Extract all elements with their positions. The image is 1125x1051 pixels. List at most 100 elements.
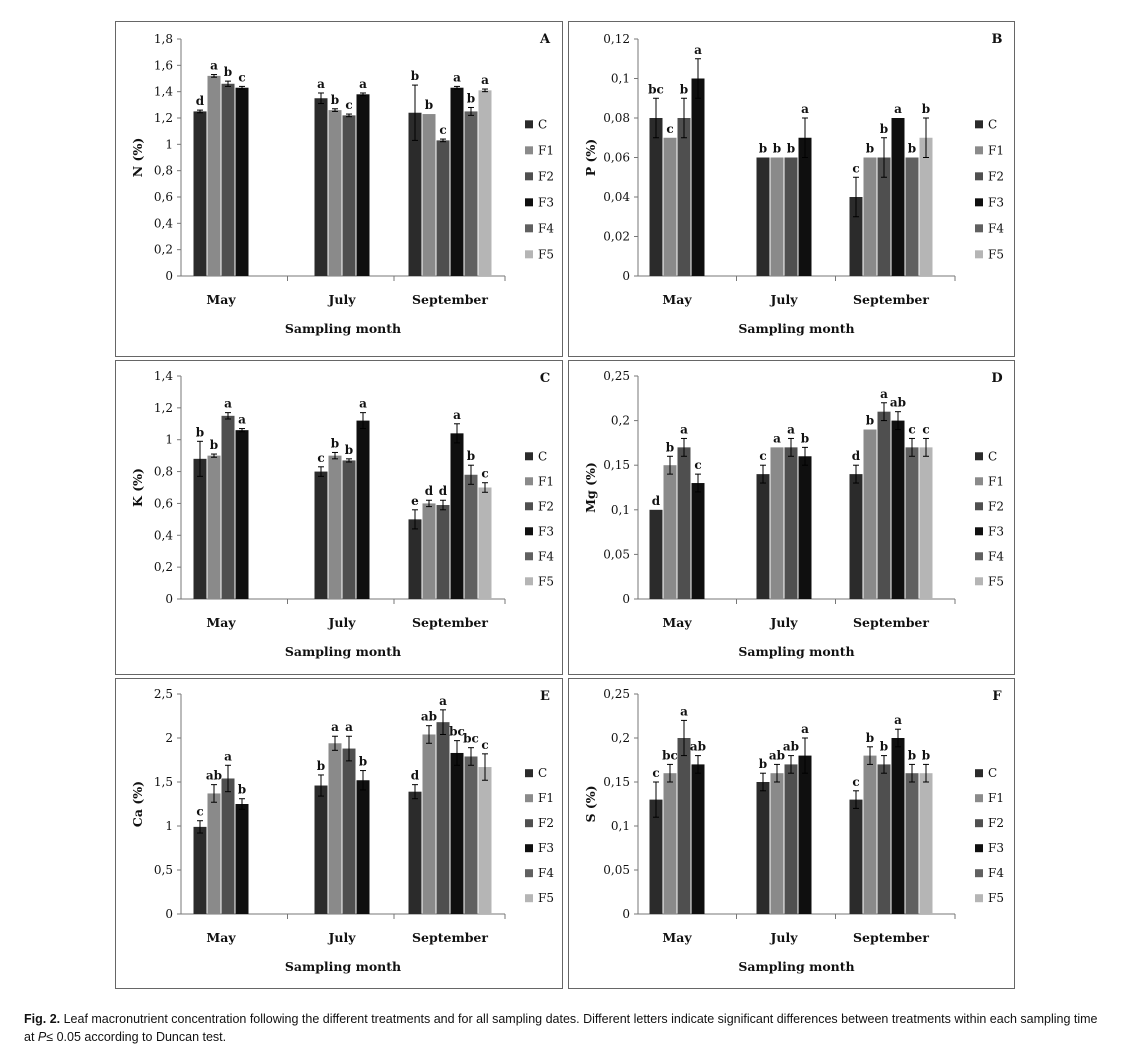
- legend-swatch-f4: [525, 224, 533, 233]
- legend-swatch-f3: [975, 527, 983, 536]
- y-tick-label: 0,06: [603, 151, 630, 165]
- y-tick-label: 0,08: [603, 111, 630, 125]
- significance-letter: b: [866, 731, 874, 745]
- legend-swatch-f3: [525, 844, 533, 853]
- y-tick-label: 0,6: [154, 496, 173, 510]
- y-tick-label: 1,8: [154, 32, 173, 46]
- x-tick-label: September: [412, 930, 488, 945]
- x-tick-label: July: [769, 292, 798, 307]
- significance-letter: c: [238, 70, 245, 84]
- bar-f5: [919, 773, 933, 914]
- significance-letter: b: [759, 757, 767, 771]
- bar-f1: [328, 110, 342, 276]
- legend-label-f2: F2: [538, 169, 554, 183]
- x-tick-label: July: [327, 615, 356, 630]
- legend-swatch-f5: [525, 577, 533, 586]
- significance-letter: d: [652, 494, 661, 508]
- y-tick-label: 2: [165, 731, 173, 745]
- y-tick-label: 1: [165, 137, 173, 151]
- significance-letter: ab: [690, 740, 706, 754]
- bar-f3: [798, 137, 812, 276]
- legend-swatch-f1: [975, 477, 983, 486]
- significance-letter: a: [894, 713, 902, 727]
- legend-label-f3: F3: [988, 195, 1004, 209]
- legend-label-f1: F1: [538, 474, 554, 488]
- bar-f3: [235, 804, 249, 914]
- y-tick-label: 0: [165, 269, 173, 283]
- y-axis-title: P (%): [583, 139, 598, 176]
- significance-letter: c: [481, 738, 488, 752]
- legend-label-c: C: [988, 117, 997, 131]
- bar-f5: [478, 487, 492, 599]
- significance-letter: b: [467, 91, 475, 105]
- significance-letter: a: [773, 431, 781, 445]
- y-tick-label: 1: [165, 433, 173, 447]
- bar-c: [849, 474, 863, 599]
- panel-letter: A: [539, 32, 551, 47]
- significance-letter: b: [210, 438, 218, 452]
- legend-label-f4: F4: [988, 866, 1004, 880]
- bar-f5: [919, 137, 933, 276]
- significance-letter: a: [453, 408, 461, 422]
- bar-f2: [342, 748, 356, 914]
- x-tick-label: May: [206, 292, 236, 307]
- y-tick-label: 0: [165, 592, 173, 606]
- y-tick-label: 0,1: [611, 72, 630, 86]
- bar-f3: [891, 738, 905, 914]
- bar-f3: [450, 433, 464, 599]
- legend-label-f3: F3: [988, 524, 1004, 538]
- significance-letter: b: [467, 449, 475, 463]
- bar-c: [756, 782, 770, 914]
- bar-f2: [221, 415, 235, 599]
- significance-letter: a: [680, 704, 688, 718]
- legend-swatch-c: [975, 120, 983, 129]
- significance-letter: b: [787, 142, 795, 156]
- legend-label-f3: F3: [538, 524, 554, 538]
- bar-f4: [464, 756, 478, 914]
- significance-letter: d: [411, 769, 420, 783]
- bar-f4: [905, 157, 919, 276]
- significance-letter: a: [345, 720, 353, 734]
- bar-f1: [863, 157, 877, 276]
- bar-c: [193, 458, 207, 599]
- legend-swatch-f5: [975, 894, 983, 903]
- bar-f2: [436, 722, 450, 914]
- x-tick-label: July: [327, 930, 356, 945]
- significance-letter: b: [866, 414, 874, 428]
- bar-f3: [691, 764, 705, 914]
- bar-f1: [663, 465, 677, 599]
- y-tick-label: 0: [622, 907, 630, 921]
- significance-letter: b: [359, 755, 367, 769]
- x-tick-label: September: [853, 292, 929, 307]
- significance-letter: b: [666, 440, 674, 454]
- bar-f2: [677, 118, 691, 276]
- significance-letter: a: [801, 102, 809, 116]
- legend-label-c: C: [988, 449, 997, 463]
- bar-f5: [919, 447, 933, 599]
- significance-letter: ab: [421, 710, 437, 724]
- bar-f3: [356, 780, 370, 914]
- bar-f3: [450, 87, 464, 276]
- significance-letter: bc: [449, 725, 465, 739]
- y-tick-label: 2,5: [154, 687, 173, 701]
- bar-f3: [891, 420, 905, 599]
- legend-label-f3: F3: [538, 841, 554, 855]
- y-tick-label: 0,8: [154, 465, 173, 479]
- x-axis-title: Sampling month: [738, 959, 854, 974]
- x-tick-label: May: [206, 615, 236, 630]
- bar-f3: [798, 456, 812, 599]
- x-axis-title: Sampling month: [285, 321, 401, 336]
- legend-swatch-f3: [975, 844, 983, 853]
- significance-letter: a: [359, 77, 367, 91]
- figure-caption: Fig. 2. Leaf macronutrient concentration…: [24, 1010, 1109, 1046]
- legend-swatch-c: [975, 452, 983, 461]
- significance-letter: a: [481, 73, 489, 87]
- figure: 0 0,2 0,4 0,6 0,8 1 1,2 1,4 1,6 1,8 May July Septemb…: [115, 21, 1015, 989]
- bar-f1: [422, 734, 436, 914]
- significance-letter: a: [453, 70, 461, 84]
- bar-f1: [207, 793, 221, 914]
- x-tick-label: September: [853, 930, 929, 945]
- significance-letter: a: [317, 77, 325, 91]
- chart-panel-a: 0 0,2 0,4 0,6 0,8 1 1,2 1,4 1,6 1,8 May July Septemb…: [115, 21, 563, 357]
- significance-letter: ab: [890, 396, 906, 410]
